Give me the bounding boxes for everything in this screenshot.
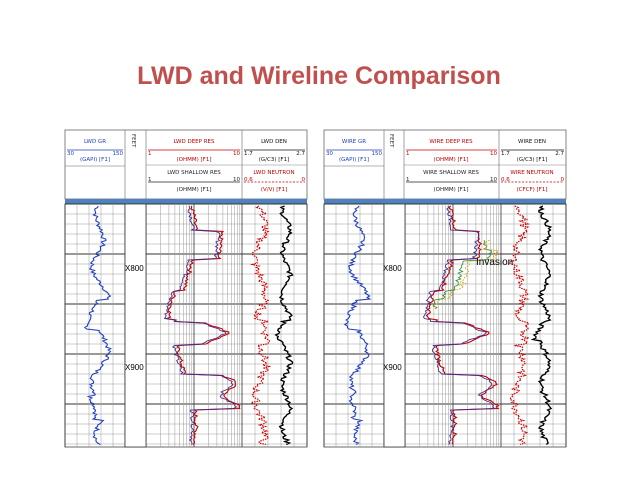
lwd-den-unit: (G/C3) [F1] xyxy=(259,157,289,163)
lwd-log-panel: LWD GR 30 150 (GAPI) [F1] FEET LWD DEEP … xyxy=(64,129,308,448)
wire-depth-x900: X900 xyxy=(383,363,402,372)
wire-gr-min: 30 xyxy=(326,151,333,157)
wire-den-name: WIRE DEN xyxy=(518,139,546,145)
lwd-neutron-name: LWD NEUTRON xyxy=(253,170,294,176)
lwd-neutron-min: 0.6 xyxy=(244,177,253,183)
wire-den-min: 1.7 xyxy=(501,151,510,157)
lwd-shallow-res-name: LWD SHALLOW RES xyxy=(167,170,221,176)
wire-den-unit: (G/C3) [F1] xyxy=(517,157,547,163)
lwd-depth-x800: X800 xyxy=(125,264,144,273)
lwd-depth-label: FEET xyxy=(130,134,136,148)
lwd-deep-min: 1 xyxy=(148,151,152,157)
lwd-gr-unit: (GAPI) [F1] xyxy=(80,157,110,163)
lwd-shallow-min: 1 xyxy=(148,177,152,183)
lwd-deep-max: 10 xyxy=(233,151,240,157)
lwd-gr-min: 30 xyxy=(67,151,74,157)
wire-gr-name: WIRE GR xyxy=(342,139,366,145)
lwd-deep-res-name: LWD DEEP RES xyxy=(173,139,215,145)
lwd-depth-x900: X900 xyxy=(125,363,144,372)
wire-neutron-max: 0 xyxy=(561,177,565,183)
lwd-den-name: LWD DEN xyxy=(261,139,287,145)
lwd-den-max: 2.7 xyxy=(296,151,305,157)
wire-neutron-unit: (CFCF) [F1] xyxy=(516,187,547,193)
wire-deep-min: 1 xyxy=(406,151,410,157)
wire-deep-res-name: WIRE DEEP RES xyxy=(429,139,473,145)
lwd-shallow-max: 10 xyxy=(233,177,240,183)
lwd-den-min: 1.7 xyxy=(244,151,253,157)
wire-shallow-max: 10 xyxy=(490,177,497,183)
wire-neutron-name: WIRE NEUTRON xyxy=(510,170,553,176)
wire-shallow-res-name: WIRE SHALLOW RES xyxy=(423,170,479,176)
lwd-neutron-max: 0 xyxy=(302,177,306,183)
lwd-gr-name: LWD GR xyxy=(84,139,106,145)
lwd-neutron-unit: (V/V) [F1] xyxy=(261,187,287,193)
wire-neutron-min: 0.6 xyxy=(501,177,510,183)
wire-shallow-min: 1 xyxy=(406,177,410,183)
wire-deep-unit: (OHMM) [F1] xyxy=(434,157,469,163)
wire-deep-max: 10 xyxy=(490,151,497,157)
wire-den-max: 2.7 xyxy=(555,151,564,157)
wire-gr-unit: (GAPI) [F1] xyxy=(339,157,369,163)
wire-gr-max: 150 xyxy=(372,151,383,157)
wireline-log-panel: WIRE GR 30 150 (GAPI) [F1] FEET WIRE DEE… xyxy=(323,129,567,448)
lwd-shallow-unit: (OHMM) [F1] xyxy=(177,187,212,193)
slide-title: LWD and Wireline Comparison xyxy=(137,62,501,90)
invasion-annotation: Invasion xyxy=(476,257,513,268)
lwd-deep-unit: (OHMM) [F1] xyxy=(177,157,212,163)
wire-depth-x800: X800 xyxy=(383,264,402,273)
wire-depth-label: FEET xyxy=(388,134,394,148)
lwd-gr-max: 150 xyxy=(113,151,124,157)
wire-shallow-unit: (OHMM) [F1] xyxy=(434,187,469,193)
